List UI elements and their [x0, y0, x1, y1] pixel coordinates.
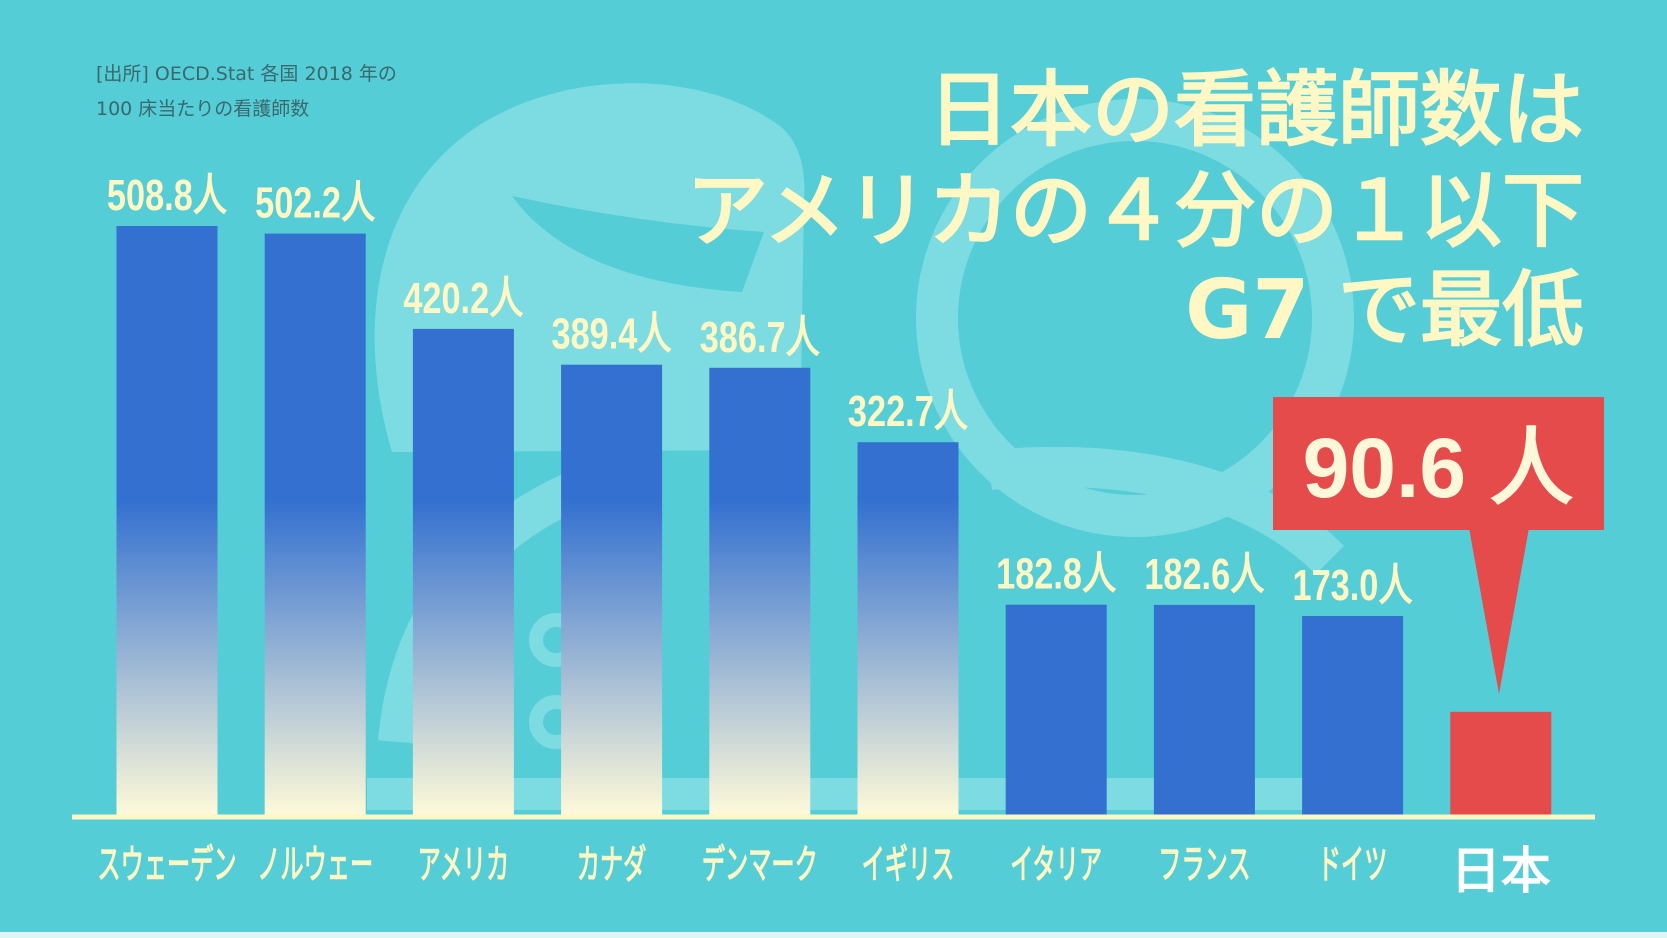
value-label-germany: 173.0人: [1293, 561, 1414, 610]
bar-usa: [412, 328, 514, 817]
headline-line-2: アメリカの４分の１以下: [686, 164, 1584, 259]
category-label-italy: イタリア: [1010, 841, 1102, 887]
bars: [116, 226, 1552, 818]
bar-japan: [1450, 711, 1552, 817]
category-label-norway: ノルウェー: [257, 841, 373, 887]
category-label-germany: ドイツ: [1318, 841, 1388, 887]
value-label-norway: 502.2人: [255, 179, 376, 228]
japan-callout: 90.6 人: [1273, 397, 1604, 694]
value-label-canada: 389.4人: [552, 310, 673, 359]
source-note: [出所] OECD.Stat 各国 2018 年の 100 床当たりの看護師数: [96, 63, 397, 120]
callout-value-label: 90.6 人: [1303, 421, 1574, 515]
value-label-uk: 322.7人: [848, 387, 969, 436]
source-note-line-1: [出所] OECD.Stat 各国 2018 年の: [96, 63, 397, 85]
headline-line-3: G7 で最低: [1185, 263, 1584, 358]
bar-sweden: [116, 226, 218, 817]
category-labels: スウェーデン ノルウェー アメリカ カナダ デンマーク イギリス イタリア フランス ドイツ 日本: [97, 841, 1550, 900]
category-label-japan: 日本: [1451, 842, 1551, 900]
bar-norway: [264, 233, 366, 818]
illustration-floor-band: [367, 778, 1307, 810]
bar-uk: [857, 442, 959, 817]
bottom-strip: [0, 932, 1667, 938]
nurse-right-shoulder: [988, 446, 1345, 575]
nurse-face-outline: [916, 99, 1354, 537]
headline-line-1: 日本の看護師数は: [928, 63, 1584, 158]
category-label-canada: カナダ: [577, 841, 647, 887]
value-label-france: 182.6人: [1144, 550, 1265, 599]
value-labels: 508.8人 502.2人 420.2人 389.4人 386.7人 322.7人 182.…: [107, 171, 1413, 610]
category-label-uk: イギリス: [862, 841, 955, 887]
bar-denmark: [709, 367, 811, 817]
bar-canada: [561, 364, 663, 817]
value-label-sweden: 508.8人: [107, 171, 228, 220]
bar-germany: [1302, 616, 1404, 817]
callout-pointer: [1469, 528, 1529, 694]
bar-france: [1153, 604, 1255, 817]
nurse-hair-swoosh: [512, 196, 764, 292]
category-label-usa: アメリカ: [418, 841, 510, 887]
value-label-denmark: 386.7人: [700, 313, 821, 362]
category-label-denmark: デンマーク: [702, 841, 818, 887]
source-note-line-2: 100 床当たりの看護師数: [96, 98, 309, 120]
value-label-italy: 182.8人: [996, 550, 1117, 599]
bar-italy: [1005, 604, 1107, 817]
value-label-usa: 420.2人: [403, 274, 524, 323]
category-label-france: フランス: [1158, 841, 1250, 887]
category-label-sweden: スウェーデン: [97, 841, 236, 887]
callout-box: [1273, 397, 1604, 530]
headline: 日本の看護師数は アメリカの４分の１以下 G7 で最低: [686, 63, 1584, 358]
